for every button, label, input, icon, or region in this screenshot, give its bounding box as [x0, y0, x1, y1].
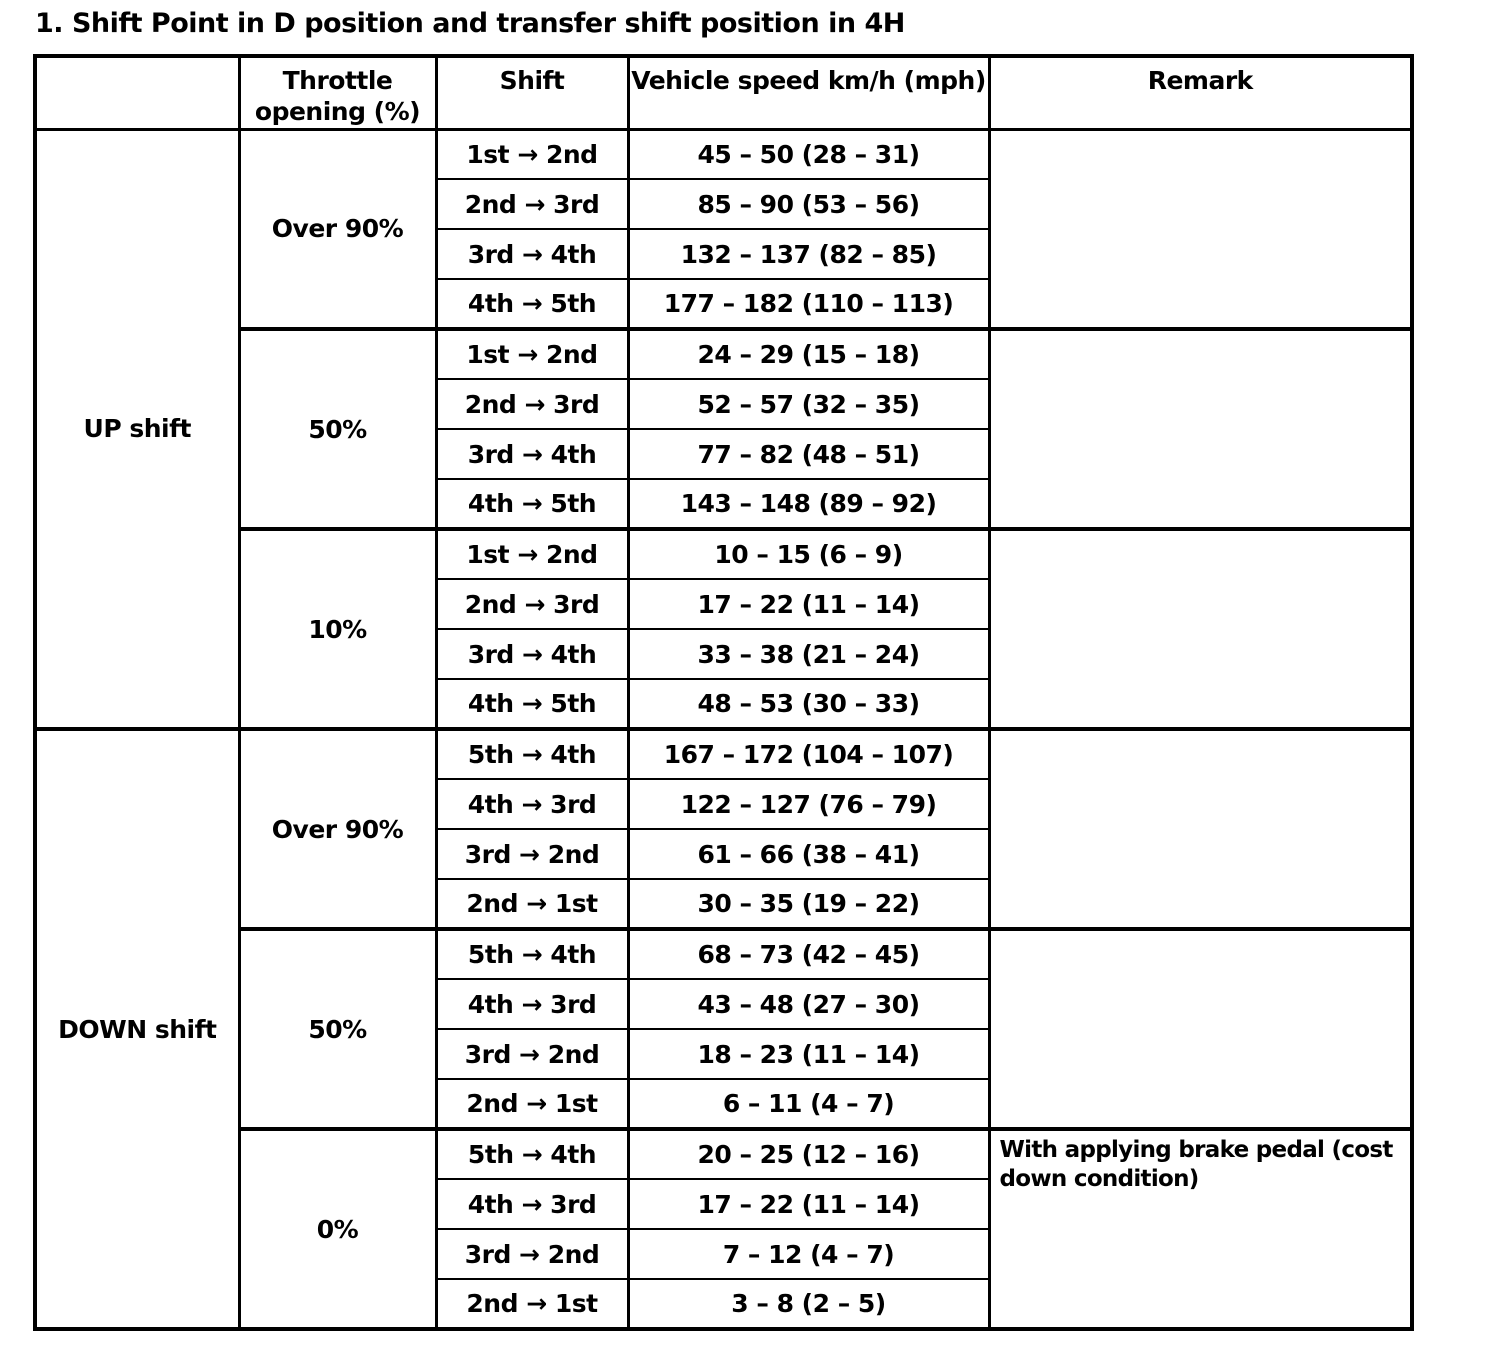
header-remark: Remark [987, 55, 1414, 131]
header-shift: Shift [434, 55, 630, 131]
speed-cell: 167 – 172 (104 – 107) [626, 727, 991, 780]
shift-cell: 3rd → 4th [434, 428, 630, 480]
speed-cell: 52 – 57 (32 – 35) [626, 378, 991, 430]
table-row: 3rd → 4th 33 – 38 (21 – 24) [35, 628, 1412, 680]
table-row: UP shift Over 90% 1st → 2nd 45 – 50 (28 … [33, 128, 1414, 730]
speed-cell: 6 – 11 (4 – 7) [626, 1078, 991, 1130]
speed-cell: 3 – 8 (2 – 5) [626, 1278, 991, 1330]
shift-cell: 5th → 4th [434, 1127, 630, 1180]
shift-cell: 4th → 5th [434, 478, 630, 530]
throttle-cell: Over 90% [237, 727, 438, 930]
shift-point-table: Throttle opening (%) Shift Vehicle speed… [33, 54, 1414, 1331]
table-row: 2nd → 3rd 85 – 90 (53 – 56) [35, 178, 1412, 230]
table-row: 3rd → 2nd 61 – 66 (38 – 41) [35, 828, 1412, 880]
speed-cell: 43 – 48 (27 – 30) [626, 978, 991, 1030]
table-row: 3rd → 2nd 7 – 12 (4 – 7) [35, 1228, 1412, 1280]
shift-cell: 4th → 3rd [434, 1178, 630, 1230]
shift-cell: 2nd → 3rd [434, 578, 630, 630]
table-row: 4th → 5th 177 – 182 (110 – 113) [35, 278, 1412, 330]
table-row: 50% 1st → 2nd 24 – 29 (15 – 18) [35, 327, 1414, 530]
throttle-cell: 0% [237, 1127, 438, 1330]
remark-cell [987, 128, 1414, 330]
speed-cell: 24 – 29 (15 – 18) [626, 327, 991, 380]
table-row: 4th → 5th 48 – 53 (30 – 33) [35, 678, 1412, 730]
speed-cell: 18 – 23 (11 – 14) [626, 1028, 991, 1080]
speed-cell: 68 – 73 (42 – 45) [626, 927, 991, 980]
shift-cell: 2nd → 3rd [434, 178, 630, 230]
speed-cell: 143 – 148 (89 – 92) [626, 478, 991, 530]
shift-cell: 1st → 2nd [434, 327, 630, 380]
header-row: Throttle opening (%) Shift Vehicle speed… [33, 55, 1414, 131]
speed-cell: 33 – 38 (21 – 24) [626, 628, 991, 680]
shift-cell: 1st → 2nd [434, 527, 630, 580]
throttle-cell: Over 90% [237, 128, 438, 330]
shift-cell: 4th → 5th [434, 678, 630, 730]
shift-cell: 4th → 5th [434, 278, 630, 330]
shift-cell: 4th → 3rd [434, 778, 630, 830]
up-shift-cell: UP shift [33, 128, 241, 730]
shift-cell: 5th → 4th [434, 927, 630, 980]
down-shift-cell: DOWN shift [33, 727, 241, 1330]
speed-cell: 7 – 12 (4 – 7) [626, 1228, 991, 1280]
table-row: 4th → 5th 143 – 148 (89 – 92) [35, 478, 1412, 530]
speed-cell: 10 – 15 (6 – 9) [626, 527, 991, 580]
table-row: 4th → 3rd 17 – 22 (11 – 14) [35, 1178, 1412, 1230]
speed-cell: 132 – 137 (82 – 85) [626, 228, 991, 280]
shift-cell: 2nd → 1st [434, 1078, 630, 1130]
table-row: 3rd → 2nd 18 – 23 (11 – 14) [35, 1028, 1412, 1080]
table-row: 3rd → 4th 77 – 82 (48 – 51) [35, 428, 1412, 480]
page-title: 1. Shift Point in D position and transfe… [35, 8, 905, 39]
speed-cell: 48 – 53 (30 – 33) [626, 678, 991, 730]
speed-cell: 17 – 22 (11 – 14) [626, 1178, 991, 1230]
remark-cell [987, 927, 1414, 1130]
table-row: 2nd → 1st 30 – 35 (19 – 22) [35, 878, 1412, 930]
throttle-cell: 50% [237, 927, 438, 1130]
table-row: 2nd → 1st 6 – 11 (4 – 7) [35, 1078, 1412, 1130]
table-row: 2nd → 3rd 17 – 22 (11 – 14) [35, 578, 1412, 630]
table-row: 0% 5th → 4th 20 – 25 (12 – 16) With appl… [35, 1127, 1414, 1330]
shift-cell: 2nd → 1st [434, 1278, 630, 1330]
speed-cell: 85 – 90 (53 – 56) [626, 178, 991, 230]
shift-cell: 5th → 4th [434, 727, 630, 780]
shift-cell: 3rd → 4th [434, 228, 630, 280]
table-row: 2nd → 1st 3 – 8 (2 – 5) [35, 1278, 1412, 1330]
speed-cell: 122 – 127 (76 – 79) [626, 778, 991, 830]
table-row: 4th → 3rd 122 – 127 (76 – 79) [35, 778, 1412, 830]
shift-cell: 3rd → 2nd [434, 1028, 630, 1080]
remark-cell: With applying brake pedal (cost down con… [987, 1127, 1414, 1330]
table-row: 10% 1st → 2nd 10 – 15 (6 – 9) [35, 527, 1414, 730]
throttle-cell: 10% [237, 527, 438, 730]
shift-cell: 3rd → 4th [434, 628, 630, 680]
remark-cell [987, 327, 1414, 530]
remark-cell [987, 527, 1414, 730]
shift-cell: 2nd → 1st [434, 878, 630, 930]
remark-cell [987, 727, 1414, 930]
header-corner [33, 55, 241, 131]
header-vehicle-speed: Vehicle speed km/h (mph) [626, 55, 991, 131]
table-row: DOWN shift Over 90% 5th → 4th 167 – 172 … [33, 727, 1414, 1330]
shift-cell: 2nd → 3rd [434, 378, 630, 430]
shift-cell: 4th → 3rd [434, 978, 630, 1030]
throttle-cell: 50% [237, 327, 438, 530]
speed-cell: 30 – 35 (19 – 22) [626, 878, 991, 930]
table-row: 4th → 3rd 43 – 48 (27 – 30) [35, 978, 1412, 1030]
shift-cell: 1st → 2nd [434, 128, 630, 180]
table-row: 50% 5th → 4th 68 – 73 (42 – 45) [35, 927, 1414, 1130]
speed-cell: 77 – 82 (48 – 51) [626, 428, 991, 480]
shift-cell: 3rd → 2nd [434, 828, 630, 880]
speed-cell: 61 – 66 (38 – 41) [626, 828, 991, 880]
speed-cell: 20 – 25 (12 – 16) [626, 1127, 991, 1180]
table-row: 2nd → 3rd 52 – 57 (32 – 35) [35, 378, 1412, 430]
speed-cell: 17 – 22 (11 – 14) [626, 578, 991, 630]
table-row: 3rd → 4th 132 – 137 (82 – 85) [35, 228, 1412, 280]
speed-cell: 45 – 50 (28 – 31) [626, 128, 991, 180]
header-throttle-opening: Throttle opening (%) [237, 55, 438, 131]
shift-cell: 3rd → 2nd [434, 1228, 630, 1280]
speed-cell: 177 – 182 (110 – 113) [626, 278, 991, 330]
